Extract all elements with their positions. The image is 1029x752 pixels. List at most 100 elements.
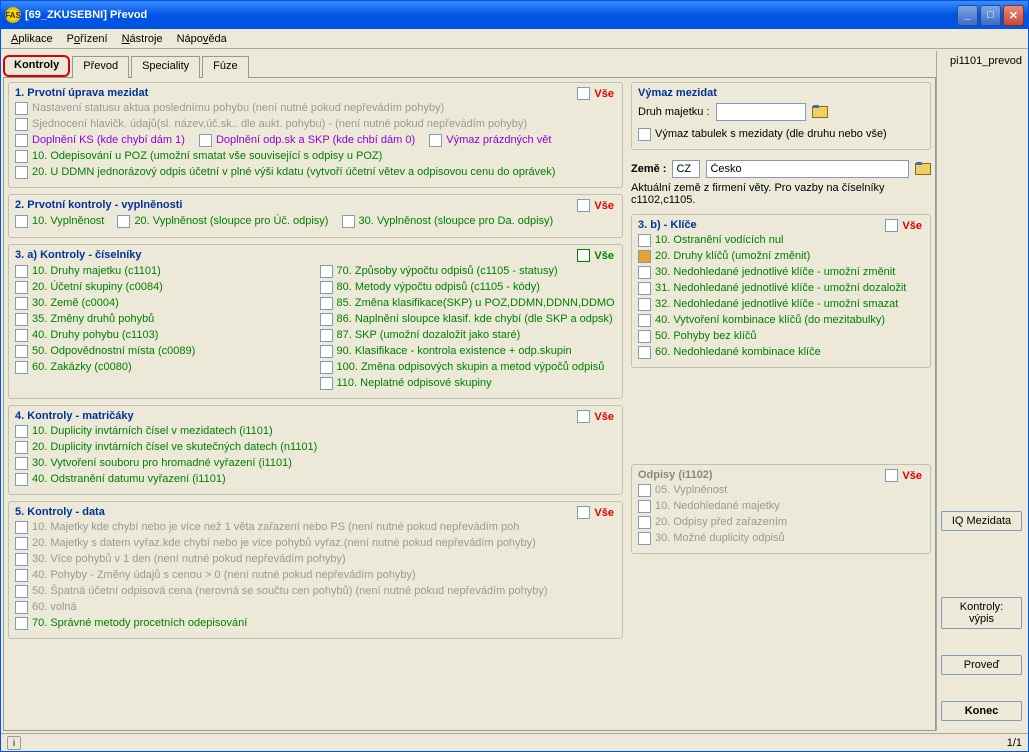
chk-g1-5[interactable]	[429, 134, 442, 147]
chk-g3b-5[interactable]	[638, 298, 651, 311]
kontroly-vypis-button[interactable]: Kontroly: výpis	[941, 597, 1022, 629]
chk-g3b-1[interactable]	[638, 234, 651, 247]
tab-bar: Kontroly Převod Speciality Fúze	[3, 55, 936, 77]
folder-icon[interactable]	[812, 106, 828, 118]
chk-g1-2[interactable]	[15, 118, 28, 131]
item-g1-7: 20. U DDMN jednorázový odpis účetní v pl…	[32, 165, 555, 180]
vse-1[interactable]: Vše	[577, 87, 614, 100]
chk-g3a-r4[interactable]	[320, 313, 333, 326]
chk-g5-5[interactable]	[15, 585, 28, 598]
status-icon[interactable]: i	[7, 736, 21, 750]
chk-g2-1[interactable]	[15, 215, 28, 228]
chk-g1-3[interactable]	[15, 134, 28, 147]
chk-g3a-l3[interactable]	[15, 297, 28, 310]
vse-4[interactable]: Vše	[577, 410, 614, 423]
chk-g3a-r5[interactable]	[320, 329, 333, 342]
chk-g5-7[interactable]	[15, 617, 28, 630]
vse-2[interactable]: Vše	[577, 199, 614, 212]
tab-speciality[interactable]: Speciality	[131, 56, 200, 78]
chk-g1-6[interactable]	[15, 150, 28, 163]
chk-g3b-8[interactable]	[638, 346, 651, 359]
chk-g3a-r2[interactable]	[320, 281, 333, 294]
group-1-title: 1. Prvotní úprava mezidat	[15, 87, 616, 99]
chk-g3a-r1[interactable]	[320, 265, 333, 278]
chk-g5-1[interactable]	[15, 521, 28, 534]
druh-label: Druh majetku :	[638, 106, 710, 118]
group-3b: 3. b) - Klíče Vše 10. Ostranění vodících…	[631, 214, 931, 368]
minimize-button[interactable]: _	[957, 5, 978, 26]
chk-g2-2[interactable]	[117, 215, 130, 228]
chk-g3a-r7[interactable]	[320, 361, 333, 374]
zeme-note: Aktuální země z firmení věty. Pro vazby …	[631, 182, 931, 206]
chk-g3a-r8[interactable]	[320, 377, 333, 390]
window-title: [69_ZKUSEBNI] Převod	[25, 9, 957, 21]
app-icon: FAS	[5, 7, 21, 23]
chk-g3b-7[interactable]	[638, 330, 651, 343]
group-3b-title: 3. b) - Klíče	[638, 219, 924, 231]
zeme-label: Země :	[631, 163, 666, 175]
chk-od-3[interactable]	[638, 516, 651, 529]
chk-g3a-l7[interactable]	[15, 361, 28, 374]
druh-input[interactable]	[716, 103, 806, 121]
proved-button[interactable]: Proveď	[941, 655, 1022, 675]
zeme-name-input[interactable]	[706, 160, 909, 178]
chk-g3a-r3[interactable]	[320, 297, 333, 310]
chk-g4-1[interactable]	[15, 425, 28, 438]
close-button[interactable]: ✕	[1003, 5, 1024, 26]
maximize-button[interactable]: □	[980, 5, 1001, 26]
menu-nastroje[interactable]: Nástroje	[116, 31, 169, 47]
vymaz-title: Výmaz mezidat	[638, 87, 924, 99]
chk-g1-4[interactable]	[199, 134, 212, 147]
chk-od-2[interactable]	[638, 500, 651, 513]
tab-prevod[interactable]: Převod	[72, 56, 129, 78]
folder-icon-zeme[interactable]	[915, 163, 931, 175]
zeme-row: Země :	[631, 160, 931, 178]
vse-3b[interactable]: Vše	[885, 219, 922, 232]
chk-g3b-4[interactable]	[638, 282, 651, 295]
tab-content: 1. Prvotní úprava mezidat Vše Nastavení …	[3, 77, 936, 731]
konec-button[interactable]: Konec	[941, 701, 1022, 721]
chk-g3a-r6[interactable]	[320, 345, 333, 358]
chk-g1-7[interactable]	[15, 166, 28, 179]
chk-g3a-l5[interactable]	[15, 329, 28, 342]
vse-3a[interactable]: Vše	[577, 249, 614, 262]
menu-aplikace[interactable]: Aplikace	[5, 31, 59, 47]
group-1: 1. Prvotní úprava mezidat Vše Nastavení …	[8, 82, 623, 188]
chk-g3a-l1[interactable]	[15, 265, 28, 278]
chk-g4-4[interactable]	[15, 473, 28, 486]
app-window: FAS [69_ZKUSEBNI] Převod _ □ ✕ Aplikace …	[0, 0, 1029, 752]
chk-g3a-l6[interactable]	[15, 345, 28, 358]
chk-od-1[interactable]	[638, 484, 651, 497]
zeme-code-input[interactable]	[672, 160, 700, 178]
menu-porizeni[interactable]: Pořízení	[61, 31, 114, 47]
statusbar: i 1/1	[1, 733, 1028, 751]
group-4: 4. Kontroly - matričáky Vše 10. Duplicit…	[8, 405, 623, 495]
chk-g3b-3[interactable]	[638, 266, 651, 279]
chk-g3b-6[interactable]	[638, 314, 651, 327]
right-label: pi1101_prevod	[941, 55, 1022, 67]
chk-g5-2[interactable]	[15, 537, 28, 550]
tab-fuze[interactable]: Fúze	[202, 56, 248, 78]
titlebar: FAS [69_ZKUSEBNI] Převod _ □ ✕	[1, 1, 1028, 29]
chk-g1-1[interactable]	[15, 102, 28, 115]
chk-g2-3[interactable]	[342, 215, 355, 228]
item-g2-2: 20. Vyplněnost (sloupce pro Úč. odpisy)	[134, 214, 328, 229]
chk-g4-2[interactable]	[15, 441, 28, 454]
chk-vymaz[interactable]	[638, 128, 651, 141]
chk-g3a-l2[interactable]	[15, 281, 28, 294]
menu-napoveda[interactable]: Nápověda	[171, 31, 233, 47]
chk-g3a-l4[interactable]	[15, 313, 28, 326]
chk-od-4[interactable]	[638, 532, 651, 545]
vse-odpisy[interactable]: Vše	[885, 469, 922, 482]
chk-g5-4[interactable]	[15, 569, 28, 582]
chk-g3b-2[interactable]	[638, 250, 651, 263]
chk-g4-3[interactable]	[15, 457, 28, 470]
group-odpisy: Odpisy (i1102) Vše 05. Vyplněnost 10. Ne…	[631, 464, 931, 554]
chk-g5-6[interactable]	[15, 601, 28, 614]
tab-kontroly[interactable]: Kontroly	[3, 55, 70, 77]
vse-5[interactable]: Vše	[577, 506, 614, 519]
chk-g5-3[interactable]	[15, 553, 28, 566]
iq-mezidata-button[interactable]: IQ Mezidata	[941, 511, 1022, 531]
status-page: 1/1	[1007, 737, 1022, 749]
group-3a-title: 3. a) Kontroly - číselníky	[15, 249, 616, 261]
